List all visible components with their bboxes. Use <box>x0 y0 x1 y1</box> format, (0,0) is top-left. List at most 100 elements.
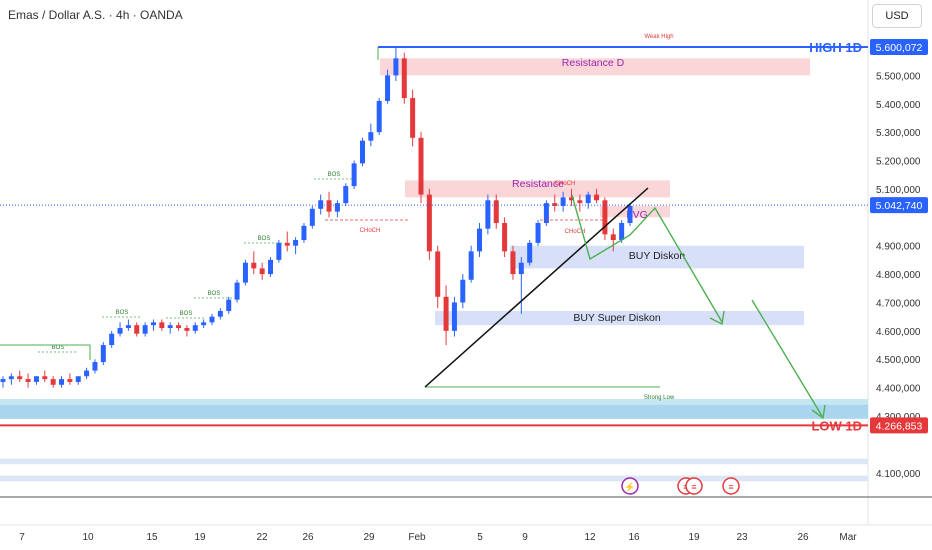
candle-body <box>293 240 299 246</box>
x-tick-label: 19 <box>194 532 206 543</box>
candle-body <box>59 379 65 385</box>
candle-body <box>527 242 533 263</box>
candle-body <box>602 200 608 235</box>
candle-body <box>435 251 441 297</box>
symbol-title: Emas / Dollar A.S. · 4h · OANDA <box>8 8 183 22</box>
y-tick-label: 4.500,000 <box>876 355 921 366</box>
candle-body <box>410 98 416 138</box>
candle-body <box>309 208 315 226</box>
y-tick-label: 5.100,000 <box>876 185 921 196</box>
current-price-tag-bg <box>870 197 928 214</box>
x-tick-label: 19 <box>688 532 700 543</box>
zone-label: Resistance <box>512 178 564 190</box>
grid-lines <box>0 0 932 526</box>
overlays-layer: HIGH 1D LOW 1D Weak High Strong Low BOS BOS BO… <box>0 34 868 495</box>
y-tick-label: 5.500,000 <box>876 71 921 82</box>
zone-resistance <box>405 180 670 198</box>
candle-body <box>468 251 474 280</box>
candle-body <box>460 279 466 303</box>
candle-body <box>284 242 290 246</box>
x-axis: 7 10 15 19 22 26 29 Feb 5 9 12 16 19 23 26 Mar <box>19 532 857 543</box>
candle-body <box>443 296 449 331</box>
x-tick-label: Feb <box>408 532 426 543</box>
x-tick-label: 16 <box>628 532 640 543</box>
candle-body <box>560 197 566 206</box>
event-icon-glyph: ≡ <box>691 482 696 492</box>
x-tick-label: 22 <box>256 532 268 543</box>
candle-body <box>610 234 616 241</box>
candle-body <box>568 197 574 201</box>
candle-body <box>451 302 457 331</box>
support-band <box>0 398 868 405</box>
candle-body <box>33 376 39 382</box>
x-tick-label: 5 <box>477 532 483 543</box>
candle-body <box>351 163 357 187</box>
candle-body <box>201 322 207 326</box>
candle-body <box>577 200 583 204</box>
zone-buy-super-diskon <box>435 310 804 326</box>
y-tick-label: 5.400,000 <box>876 100 921 111</box>
annotation-choch: CHoCH <box>565 229 586 235</box>
x-tick-label: 15 <box>146 532 158 543</box>
projection-path-1 <box>571 194 723 323</box>
candle-body <box>535 222 541 243</box>
candle-body <box>8 376 14 380</box>
candle-body <box>25 379 31 382</box>
candle-body <box>109 333 115 346</box>
annotation-bos: BOS <box>116 310 129 316</box>
candle-body <box>259 268 265 275</box>
candle-body <box>50 379 56 385</box>
candle-body <box>343 186 349 204</box>
candle-body <box>67 379 73 382</box>
y-tick-label: 4.800,000 <box>876 270 921 281</box>
projection-arrowhead-1 <box>709 310 725 326</box>
candles-layer <box>0 47 633 388</box>
zone-buy-diskon <box>510 245 804 269</box>
candle-body <box>334 203 340 212</box>
annotation-choch: CHoCH <box>360 228 381 234</box>
event-icon <box>621 477 639 495</box>
x-tick-label: 26 <box>302 532 314 543</box>
candle-body <box>251 262 257 269</box>
x-tick-label: 7 <box>19 532 25 543</box>
candle-body <box>192 325 198 331</box>
annotation-bos: BOS <box>180 311 193 317</box>
currency-button[interactable]: USD <box>872 4 922 28</box>
high-price-tag-bg <box>870 38 928 55</box>
candle-body <box>167 325 173 329</box>
annotation-bos: BOS <box>258 236 271 242</box>
annotation-bos: BOS <box>52 345 65 351</box>
zone-label: BUY Diskon <box>629 250 686 262</box>
annotation-choch: CHoCH <box>555 181 576 187</box>
x-tick-label: 9 <box>522 532 528 543</box>
x-tick-label: 29 <box>363 532 375 543</box>
candle-body <box>150 322 156 326</box>
candle-body <box>326 200 332 212</box>
candle-body <box>585 194 591 204</box>
candle-body <box>502 222 508 252</box>
candle-body <box>477 228 483 252</box>
x-tick-label: 23 <box>736 532 748 543</box>
candle-body <box>376 100 382 133</box>
low-1d-label: LOW 1D <box>811 418 862 433</box>
current-price-tag: 5.042,740 <box>876 200 923 212</box>
candle-body <box>159 322 165 329</box>
candle-body <box>485 200 491 229</box>
support-band <box>0 404 868 419</box>
event-icon-glyph: ⚡ <box>624 481 635 493</box>
event-icon <box>685 477 703 495</box>
candle-body <box>92 362 98 371</box>
candle-body <box>142 325 148 334</box>
candle-body <box>17 376 23 380</box>
structure-line <box>0 344 91 360</box>
high-price-tag: 5.600,072 <box>876 42 923 54</box>
candle-body <box>627 205 633 223</box>
annotation-weak-high: Weak High <box>644 34 673 40</box>
candle-body <box>42 376 48 380</box>
support-band <box>0 475 868 482</box>
projection-path-2 <box>751 299 823 417</box>
candle-body <box>226 299 232 311</box>
trendline <box>424 187 649 388</box>
high-1d-label: HIGH 1D <box>809 40 862 55</box>
